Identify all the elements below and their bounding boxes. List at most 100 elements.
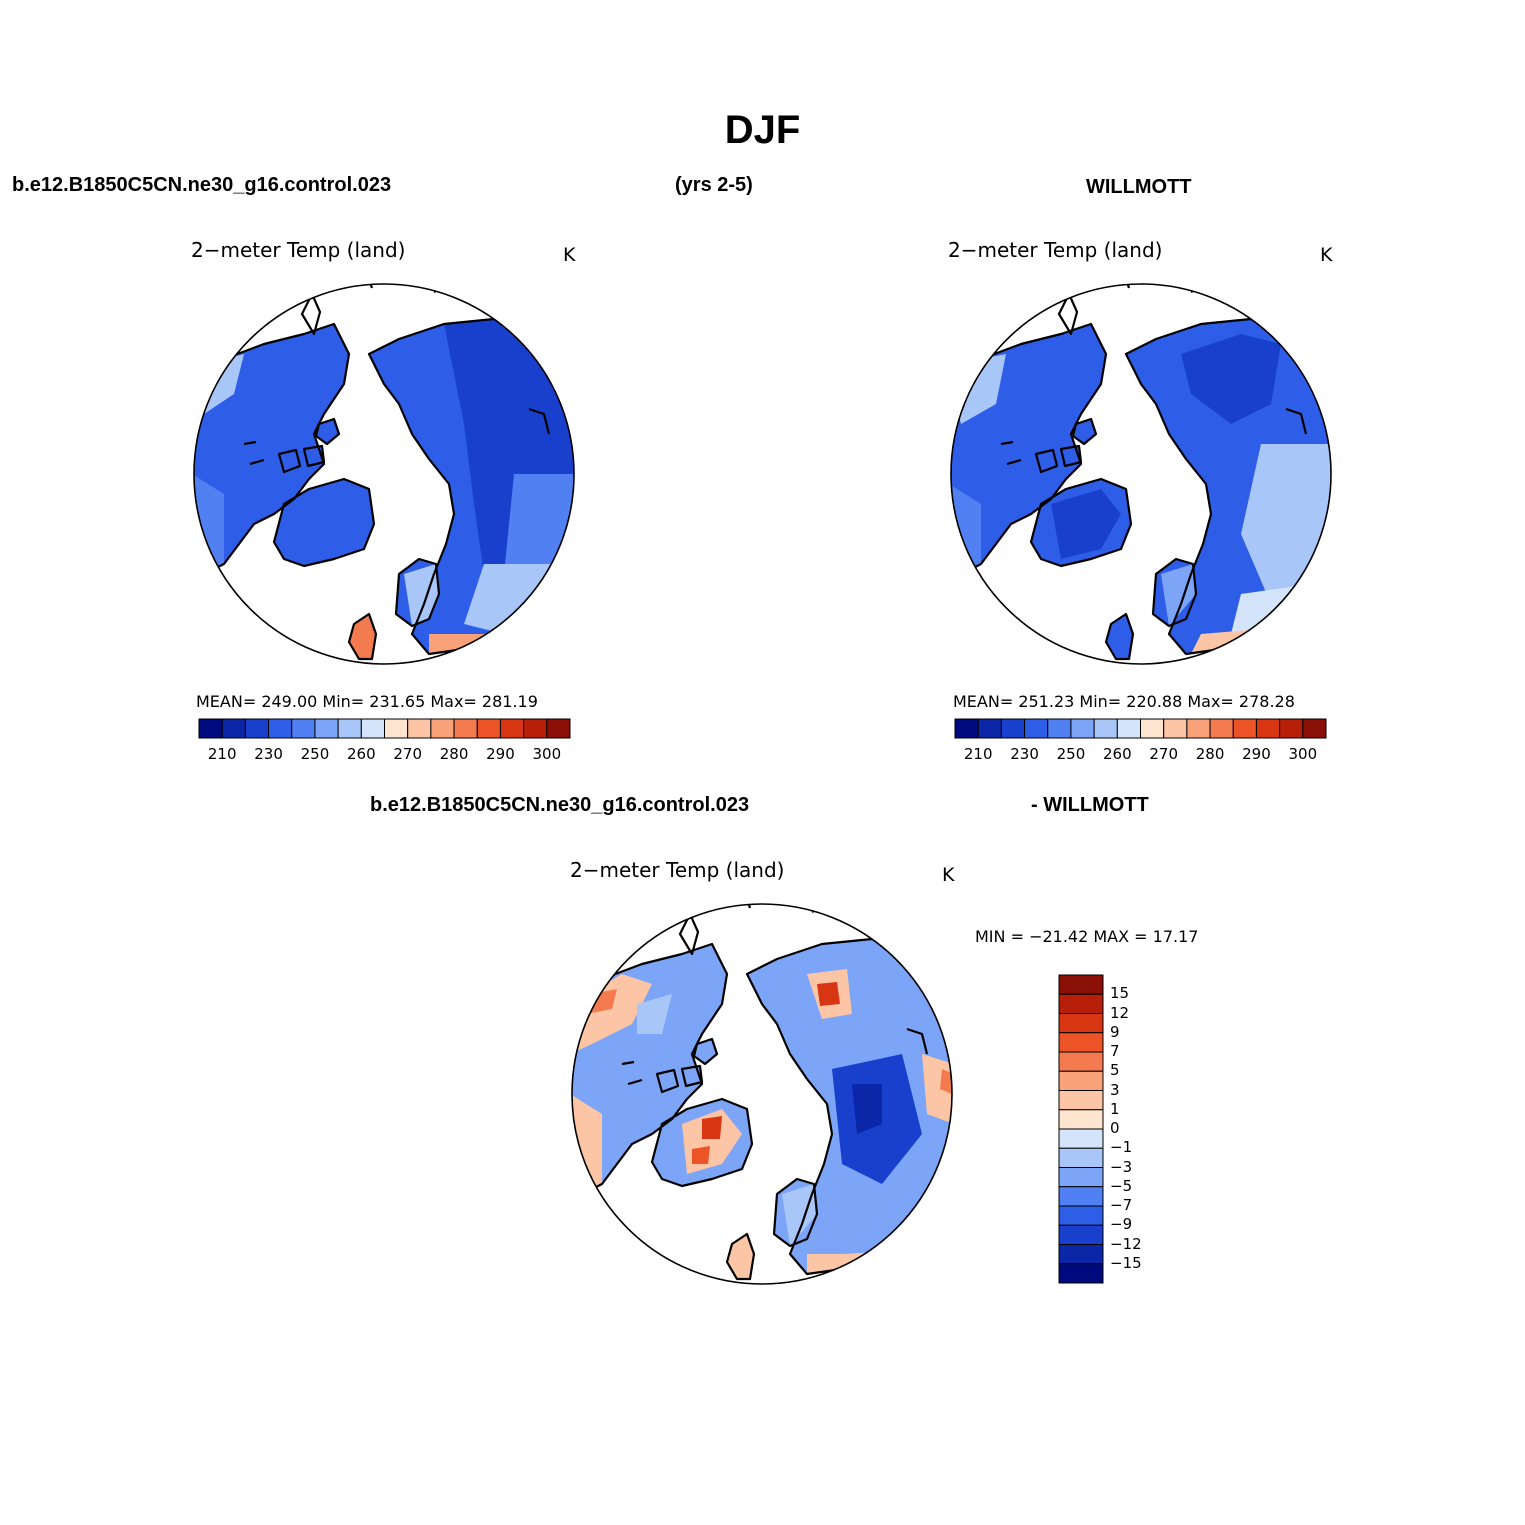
model-colorbar-label: 230 <box>254 745 283 763</box>
diff-panel-stats: MIN = −21.42 MAX = 17.17 <box>975 927 1199 946</box>
diff-obs-name: - WILLMOTT <box>1031 794 1149 816</box>
diff-colorbar-swatch <box>1058 993 1104 1014</box>
diff-colorbar-label: −12 <box>1110 1234 1142 1253</box>
years-label: (yrs 2-5) <box>675 174 753 196</box>
obs-panel-stats: MEAN= 251.23 Min= 220.88 Max= 278.28 <box>953 692 1295 711</box>
model-colorbar-swatch <box>244 718 270 739</box>
model-colorbar-swatch <box>384 718 409 739</box>
obs-colorbar-swatch <box>1186 718 1211 739</box>
obs-colorbar-label: 260 <box>1102 745 1132 763</box>
model-colorbar-swatch <box>221 718 246 739</box>
obs-colorbar <box>954 718 1327 739</box>
obs-panel-units: K <box>1320 244 1333 266</box>
model-colorbar-swatch <box>198 718 223 739</box>
figure-title: DJF <box>724 108 801 152</box>
diff-colorbar-label: 9 <box>1110 1022 1120 1041</box>
diff-colorbar-swatch <box>1058 1186 1104 1207</box>
model-map <box>193 283 575 665</box>
model-colorbar-swatch <box>291 718 316 739</box>
diff-colorbar-label: 5 <box>1110 1061 1120 1080</box>
diff-colorbar-swatch <box>1058 974 1104 995</box>
model-colorbar-swatch <box>430 718 455 739</box>
model-colorbar-swatch <box>407 718 432 739</box>
diff-colorbar-label: −7 <box>1110 1196 1133 1214</box>
obs-colorbar-label: 270 <box>1149 745 1178 763</box>
obs-colorbar-swatch <box>1163 718 1188 739</box>
obs-colorbar-swatch <box>1024 718 1049 739</box>
diff-case-name: b.e12.B1850C5CN.ne30_g16.control.023 <box>370 794 750 816</box>
obs-colorbar-swatch <box>1070 718 1095 739</box>
model-colorbar-swatch <box>360 718 385 739</box>
diff-colorbar-label: 12 <box>1110 1003 1130 1022</box>
diff-colorbar-label: −5 <box>1110 1176 1133 1195</box>
obs-colorbar-swatch <box>1302 718 1327 739</box>
diff-panel-units: K <box>942 864 955 886</box>
model-colorbar-label: 210 <box>207 745 237 763</box>
model-colorbar <box>198 718 571 739</box>
model-colorbar-label: 300 <box>532 745 562 763</box>
model-colorbar-label: 280 <box>439 745 469 763</box>
obs-colorbar-label: 280 <box>1195 745 1225 763</box>
obs-colorbar-label: 290 <box>1242 745 1271 763</box>
diff-colorbar-label: 1 <box>1110 1099 1120 1118</box>
model-colorbar-swatch <box>499 718 525 739</box>
diff-colorbar-swatch <box>1058 1128 1104 1149</box>
diff-colorbar-swatch <box>1058 1090 1104 1111</box>
obs-colorbar-swatch <box>1232 718 1257 739</box>
diff-colorbar-label: 7 <box>1110 1042 1120 1060</box>
model-colorbar-swatch <box>314 718 339 739</box>
obs-name: WILLMOTT <box>1086 176 1192 198</box>
diff-colorbar-swatch <box>1058 1013 1104 1034</box>
diff-colorbar-swatch <box>1058 1147 1104 1168</box>
obs-colorbar-swatch <box>1093 718 1118 739</box>
obs-colorbar-label: 300 <box>1288 745 1318 763</box>
diff-colorbar-swatch <box>1058 1167 1104 1188</box>
obs-panel-title: 2−meter Temp (land) <box>948 238 1163 262</box>
diff-colorbar-swatch <box>1058 1051 1104 1072</box>
model-colorbar-swatch <box>453 718 478 739</box>
diff-colorbar-swatch <box>1058 1263 1104 1284</box>
model-colorbar-swatch <box>546 718 571 739</box>
diff-colorbar-label: 3 <box>1110 1080 1120 1099</box>
diff-colorbar-label: 0 <box>1110 1119 1120 1137</box>
model-colorbar-swatch <box>337 718 362 739</box>
model-colorbar-label: 260 <box>346 745 376 763</box>
obs-colorbar-swatch <box>954 718 979 739</box>
diff-colorbar-swatch <box>1058 1109 1104 1130</box>
diff-colorbar-label: −3 <box>1110 1157 1133 1176</box>
obs-colorbar-swatch <box>1047 718 1072 739</box>
obs-colorbar-swatch <box>977 718 1002 739</box>
diff-colorbar <box>1058 974 1104 1284</box>
obs-colorbar-swatch <box>1255 718 1281 739</box>
diff-colorbar-swatch <box>1058 1244 1104 1265</box>
diff-map <box>571 903 953 1285</box>
model-panel-stats: MEAN= 249.00 Min= 231.65 Max= 281.19 <box>196 692 538 711</box>
model-colorbar-swatch <box>523 718 548 739</box>
obs-map <box>950 283 1332 665</box>
obs-colorbar-label: 230 <box>1010 745 1039 763</box>
model-colorbar-label: 270 <box>393 745 422 763</box>
diff-colorbar-swatch <box>1058 1224 1104 1245</box>
diff-colorbar-label: −15 <box>1110 1253 1142 1272</box>
model-panel-units: K <box>563 244 576 266</box>
diff-colorbar-label: −1 <box>1110 1138 1133 1157</box>
model-colorbar-swatch <box>476 718 501 739</box>
model-colorbar-label: 290 <box>486 745 515 763</box>
diff-colorbar-label: −9 <box>1110 1215 1133 1234</box>
diff-colorbar-swatch <box>1058 1070 1104 1091</box>
obs-colorbar-swatch <box>1279 718 1304 739</box>
obs-colorbar-label: 210 <box>963 745 993 763</box>
obs-colorbar-swatch <box>1116 718 1141 739</box>
obs-colorbar-label: 250 <box>1056 745 1086 763</box>
model-panel-title: 2−meter Temp (land) <box>191 238 406 262</box>
diff-colorbar-label: 15 <box>1110 984 1130 1003</box>
model-colorbar-swatch <box>268 718 293 739</box>
diff-colorbar-swatch <box>1058 1205 1104 1226</box>
obs-colorbar-swatch <box>1140 718 1165 739</box>
case-name: b.e12.B1850C5CN.ne30_g16.control.023 <box>12 174 392 196</box>
obs-colorbar-swatch <box>1209 718 1234 739</box>
obs-colorbar-swatch <box>1000 718 1026 739</box>
model-colorbar-label: 250 <box>300 745 330 763</box>
diff-panel-title: 2−meter Temp (land) <box>570 858 785 882</box>
